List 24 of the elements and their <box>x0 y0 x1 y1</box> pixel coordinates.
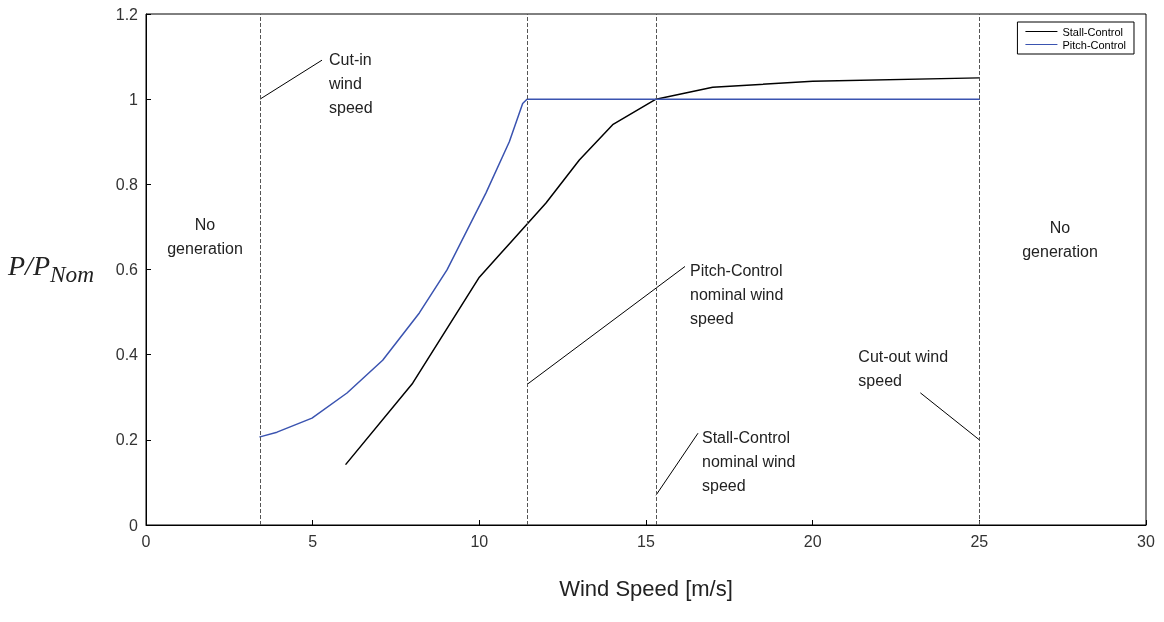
y-tick-label: 1.2 <box>115 5 139 23</box>
x-tick-label: 15 <box>637 532 655 550</box>
x-tick-label: 5 <box>308 532 318 550</box>
annotation: Pitch-Control nominal wind speed <box>690 261 785 330</box>
x-tick-label: 30 <box>1137 532 1155 550</box>
y-tick-label: 0.8 <box>115 175 139 193</box>
y-axis-title: P/P$_{Nom}$ <box>8 250 95 288</box>
annotation: No generation <box>166 215 244 259</box>
y-tick-label: 0.6 <box>115 261 139 278</box>
legend-label: Pitch-Control <box>1062 38 1126 51</box>
y-tick-label: 0 <box>129 516 139 534</box>
x-axis-title: Wind Speed [m/s] <box>559 575 733 601</box>
annotation: Stall-Control nominal wind speed <box>702 428 797 497</box>
y-tick-label: 0.4 <box>115 346 139 364</box>
x-tick-label: 10 <box>470 532 489 550</box>
annotation: Cut-out wind speed <box>858 346 950 391</box>
y-tick-label: 1 <box>129 90 139 108</box>
annotation: No generation <box>1021 218 1099 262</box>
legend-label: Stall-Control <box>1062 25 1123 38</box>
x-tick-label: 0 <box>141 532 151 550</box>
x-tick-label: 20 <box>803 532 822 550</box>
annotation: Cut-in wind speed <box>329 50 374 119</box>
y-tick-label: 0.2 <box>115 431 139 449</box>
x-tick-label: 25 <box>970 532 989 550</box>
